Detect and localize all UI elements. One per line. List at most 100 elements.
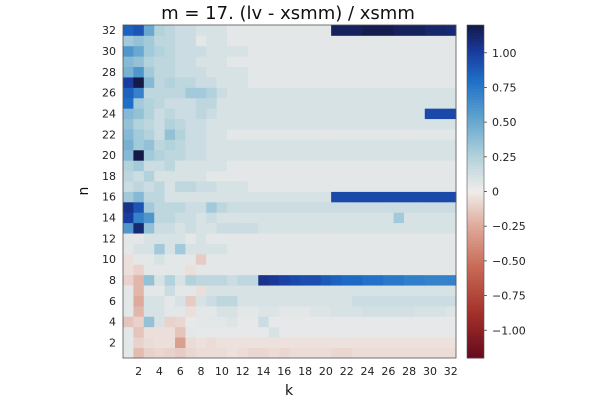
heatmap-cell [143, 25, 155, 36]
heatmap-cell [362, 118, 374, 130]
heatmap-cell [310, 274, 322, 286]
heatmap-cell [383, 264, 394, 276]
heatmap-cell [123, 201, 134, 213]
heatmap-cell [435, 87, 446, 99]
heatmap-cell [414, 191, 426, 203]
colorbar-segment [467, 158, 484, 162]
heatmap-cell [383, 285, 394, 296]
heatmap-cell [185, 170, 197, 182]
heatmap-cell [154, 118, 166, 130]
heatmap-cell [258, 181, 270, 192]
heatmap-cell [185, 108, 197, 120]
heatmap-cell [216, 139, 228, 151]
heatmap-cell [185, 87, 197, 99]
heatmap-cell [435, 160, 446, 172]
heatmap-cell [310, 285, 322, 296]
colorbar-segment [467, 74, 484, 79]
colorbar-segment [467, 335, 484, 340]
heatmap-cell [424, 25, 436, 36]
colorbar-segment [467, 69, 484, 73]
colorbar-segment [467, 80, 484, 84]
heatmap-cell [383, 139, 394, 151]
heatmap-cell [351, 139, 363, 151]
heatmap-cell [299, 66, 311, 78]
heatmap-cell [154, 285, 166, 296]
heatmap-cell [268, 253, 280, 265]
heatmap-cell [154, 108, 166, 120]
heatmap-cell [206, 56, 218, 68]
heatmap-cell [310, 316, 322, 328]
x-tick-label: 32 [444, 365, 458, 378]
heatmap-cell [372, 212, 384, 224]
heatmap-cell [435, 253, 446, 265]
heatmap-cell [216, 77, 228, 88]
heatmap-cell [185, 77, 197, 88]
colorbar-tick-label: −0.25 [492, 220, 526, 233]
heatmap-cell [216, 25, 228, 36]
heatmap-cell [414, 347, 426, 359]
heatmap-cell [403, 87, 415, 99]
heatmap-cell [164, 326, 176, 338]
heatmap-cell [383, 56, 394, 68]
heatmap-cell [372, 243, 384, 255]
heatmap-cell [227, 347, 238, 359]
heatmap-cell [175, 129, 186, 140]
heatmap-cell [258, 160, 270, 172]
heatmap-cell [445, 77, 457, 88]
heatmap-cell [175, 264, 186, 276]
heatmap-cell [414, 305, 426, 317]
heatmap-cell [154, 253, 166, 265]
heatmap-cell [372, 326, 384, 338]
heatmap-cell [414, 129, 426, 140]
heatmap-cell [331, 212, 342, 224]
heatmap-cell [383, 66, 394, 78]
heatmap-cell [289, 222, 301, 234]
heatmap-cell [123, 233, 134, 244]
heatmap-cell [310, 149, 322, 161]
heatmap-cell [123, 118, 134, 130]
heatmap-cell [435, 118, 446, 130]
x-tick-label: 20 [319, 365, 333, 378]
colorbar-segment [467, 183, 484, 187]
heatmap-cell [133, 181, 145, 192]
heatmap-cell [320, 181, 332, 192]
heatmap-cell [258, 295, 270, 307]
heatmap-cell [435, 305, 446, 317]
heatmap-cell [445, 316, 457, 328]
heatmap-cell [299, 108, 311, 120]
heatmap-cell [351, 326, 363, 338]
heatmap-cell [143, 66, 155, 78]
heatmap-cell [195, 56, 207, 68]
heatmap-cell [143, 243, 155, 255]
heatmap-cell [258, 316, 270, 328]
heatmap-cell [258, 35, 270, 47]
heatmap-cell [320, 129, 332, 140]
heatmap-cell [320, 243, 332, 255]
heatmap-cell [331, 305, 342, 317]
colorbar-segment [467, 194, 484, 198]
heatmap-cell [403, 337, 415, 348]
colorbar-segment [467, 30, 484, 34]
heatmap-cell [403, 56, 415, 68]
heatmap-cell [195, 233, 207, 244]
heatmap-cell [289, 233, 301, 244]
heatmap-cell [237, 233, 249, 244]
heatmap-cell [445, 139, 457, 151]
heatmap-cell [351, 253, 363, 265]
colorbar-segment [467, 124, 484, 129]
heatmap-cell [372, 305, 384, 317]
heatmap-cell [341, 170, 353, 182]
heatmap-cell [237, 201, 249, 213]
heatmap-cell [185, 253, 197, 265]
heatmap-cell [320, 56, 332, 68]
heatmap-cell [362, 56, 374, 68]
colorbar-segment [467, 188, 484, 192]
heatmap-cell [227, 212, 238, 224]
colorbar-segment [467, 55, 484, 59]
heatmap-cell [445, 253, 457, 265]
heatmap-cell [445, 118, 457, 130]
colorbar-segment [467, 63, 484, 68]
colorbar-segment [467, 47, 484, 51]
heatmap-cell [216, 201, 228, 213]
heatmap-cell [216, 316, 228, 328]
